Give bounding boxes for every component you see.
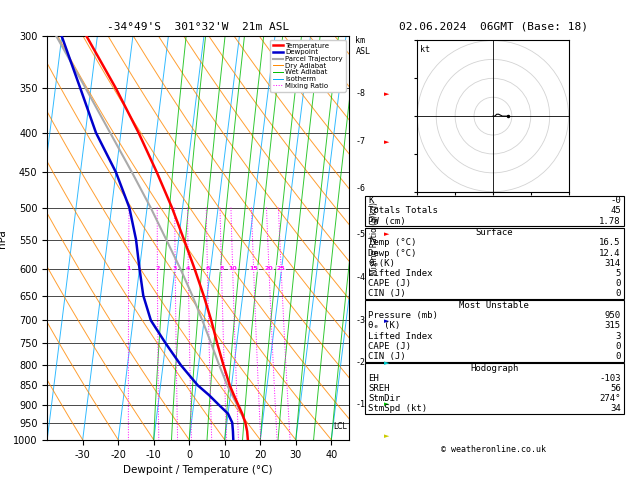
Text: CIN (J): CIN (J): [368, 290, 406, 298]
Text: PW (cm): PW (cm): [368, 217, 406, 226]
Text: θₑ(K): θₑ(K): [368, 259, 395, 268]
Text: 0: 0: [615, 352, 621, 361]
Text: -7: -7: [355, 138, 365, 146]
Text: CIN (J): CIN (J): [368, 352, 406, 361]
Text: 02.06.2024  06GMT (Base: 18): 02.06.2024 06GMT (Base: 18): [399, 21, 588, 32]
Text: -0: -0: [610, 196, 621, 205]
Text: -3: -3: [355, 316, 365, 325]
Text: -5: -5: [355, 229, 365, 239]
Text: CAPE (J): CAPE (J): [368, 279, 411, 288]
Text: 0: 0: [615, 279, 621, 288]
Text: 2: 2: [155, 266, 160, 271]
Text: © weatheronline.co.uk: © weatheronline.co.uk: [442, 445, 546, 454]
Text: 3: 3: [615, 331, 621, 341]
Text: -6: -6: [355, 184, 365, 193]
Text: ►: ►: [384, 401, 389, 408]
Text: 34: 34: [610, 404, 621, 414]
Text: 45: 45: [610, 207, 621, 215]
Text: -4: -4: [355, 273, 365, 282]
Text: Temp (°C): Temp (°C): [368, 239, 416, 247]
Text: -8: -8: [355, 89, 365, 98]
Text: ►: ►: [384, 360, 389, 366]
Text: 315: 315: [604, 321, 621, 330]
Text: ►: ►: [384, 139, 389, 145]
Text: Totals Totals: Totals Totals: [368, 207, 438, 215]
Y-axis label: hPa: hPa: [0, 229, 8, 247]
Text: StmDir: StmDir: [368, 394, 400, 403]
Text: Mixing Ratio (g/kg): Mixing Ratio (g/kg): [370, 202, 379, 275]
Text: -34°49'S  301°32'W  21m ASL: -34°49'S 301°32'W 21m ASL: [107, 21, 289, 32]
Text: θₑ (K): θₑ (K): [368, 321, 400, 330]
Text: Lifted Index: Lifted Index: [368, 331, 433, 341]
Text: km
ASL: km ASL: [355, 36, 370, 56]
Text: Dewp (°C): Dewp (°C): [368, 249, 416, 258]
Text: 1.78: 1.78: [599, 217, 621, 226]
Text: 0: 0: [615, 342, 621, 351]
Text: K: K: [368, 196, 374, 205]
Text: 4: 4: [186, 266, 191, 271]
Text: kt: kt: [420, 45, 430, 54]
Text: 314: 314: [604, 259, 621, 268]
Text: 950: 950: [604, 312, 621, 320]
Text: 1: 1: [126, 266, 131, 271]
Text: 0: 0: [615, 290, 621, 298]
Text: Lifted Index: Lifted Index: [368, 269, 433, 278]
Text: 25: 25: [277, 266, 286, 271]
Text: ►: ►: [384, 231, 389, 237]
Text: 8: 8: [220, 266, 224, 271]
Text: -1: -1: [355, 400, 365, 409]
Text: LCL: LCL: [333, 422, 347, 431]
Text: -103: -103: [599, 374, 621, 383]
Legend: Temperature, Dewpoint, Parcel Trajectory, Dry Adiabat, Wet Adiabat, Isotherm, Mi: Temperature, Dewpoint, Parcel Trajectory…: [270, 40, 345, 92]
Text: 12.4: 12.4: [599, 249, 621, 258]
Text: 10: 10: [228, 266, 237, 271]
Text: EH: EH: [368, 374, 379, 383]
Text: ►: ►: [384, 434, 389, 439]
Text: 20: 20: [265, 266, 273, 271]
Text: 5: 5: [615, 269, 621, 278]
Text: 16.5: 16.5: [599, 239, 621, 247]
Text: StmSpd (kt): StmSpd (kt): [368, 404, 427, 414]
X-axis label: Dewpoint / Temperature (°C): Dewpoint / Temperature (°C): [123, 465, 273, 475]
Text: 15: 15: [249, 266, 258, 271]
Text: 6: 6: [205, 266, 209, 271]
Text: 274°: 274°: [599, 394, 621, 403]
Text: -2: -2: [355, 359, 365, 367]
Text: Pressure (mb): Pressure (mb): [368, 312, 438, 320]
Text: SREH: SREH: [368, 384, 389, 393]
Text: Surface: Surface: [476, 228, 513, 237]
Text: ►: ►: [384, 91, 389, 97]
Text: CAPE (J): CAPE (J): [368, 342, 411, 351]
Text: 56: 56: [610, 384, 621, 393]
Text: Most Unstable: Most Unstable: [459, 301, 530, 310]
Text: ►: ►: [384, 318, 389, 324]
Text: 3: 3: [173, 266, 177, 271]
Text: Hodograph: Hodograph: [470, 364, 518, 373]
